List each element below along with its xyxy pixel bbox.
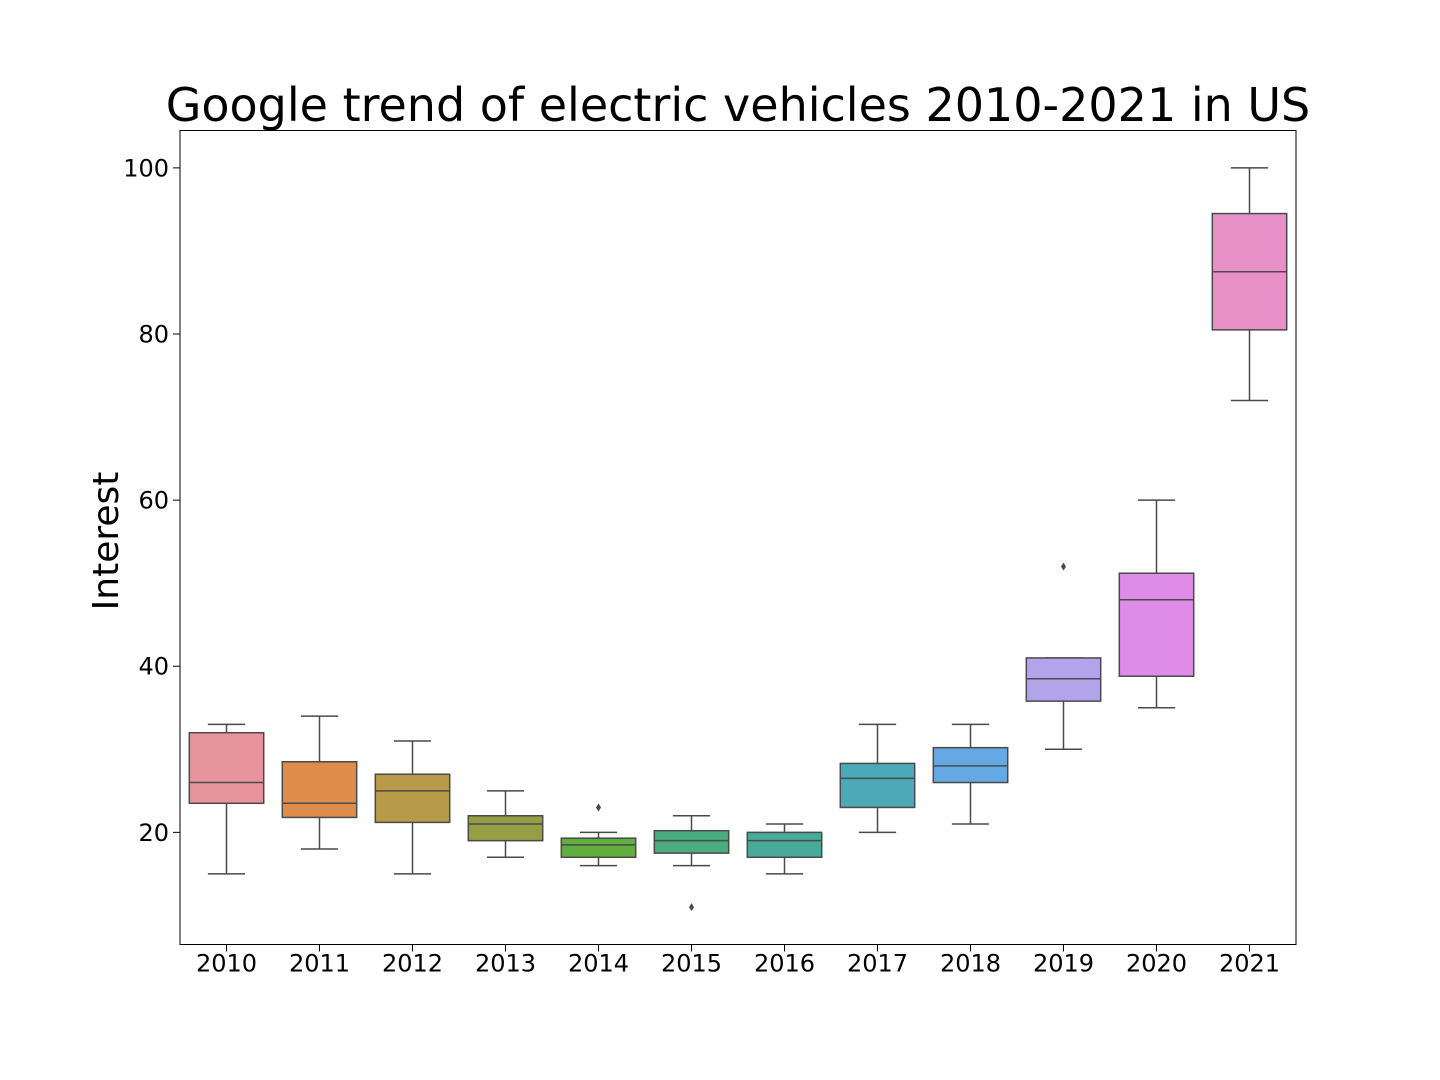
- x-tick-label: 2012: [382, 950, 443, 978]
- x-tick-label: 2018: [940, 950, 1001, 978]
- y-axis-ticks: 20 40 60 80 100: [123, 154, 180, 847]
- box-2018: [932, 723, 1009, 825]
- outlier-point: [1061, 562, 1066, 571]
- iqr-box: [1025, 657, 1102, 702]
- box-2010: [188, 723, 265, 875]
- iqr-box: [839, 762, 916, 809]
- x-tick-label: 2016: [754, 950, 815, 978]
- box-series: [188, 167, 1288, 912]
- x-axis-ticks: 2010 2011 2012 2013 2014 2015 2016 2017 2018 2019…: [196, 944, 1280, 978]
- y-axis-label: Interest: [86, 472, 127, 611]
- y-tick-label: 60: [138, 487, 169, 515]
- box-2019: [1025, 562, 1102, 751]
- x-tick-label: 2013: [475, 950, 536, 978]
- plot-area-frame: [179, 130, 1297, 945]
- box-2017: [839, 723, 916, 834]
- box-2020: [1118, 499, 1195, 709]
- box-2012: [374, 740, 451, 875]
- x-tick-label: 2017: [847, 950, 908, 978]
- outlier-point: [596, 803, 601, 812]
- iqr-box: [281, 761, 358, 819]
- x-tick-label: 2020: [1126, 950, 1187, 978]
- iqr-box: [746, 831, 823, 859]
- iqr-box: [560, 837, 637, 859]
- outlier-point: [689, 903, 694, 912]
- x-tick-label: 2021: [1219, 950, 1280, 978]
- x-tick-label: 2011: [289, 950, 350, 978]
- x-tick-label: 2010: [196, 950, 257, 978]
- iqr-box: [1118, 572, 1195, 677]
- iqr-box: [653, 829, 730, 854]
- iqr-box: [188, 731, 265, 805]
- x-tick-label: 2019: [1033, 950, 1094, 978]
- y-tick-label: 80: [138, 321, 169, 349]
- box-2016: [746, 823, 823, 875]
- y-tick-label: 20: [138, 819, 169, 847]
- box-2013: [467, 790, 544, 859]
- x-tick-label: 2014: [568, 950, 629, 978]
- box-2014: [560, 803, 637, 867]
- iqr-box: [374, 773, 451, 824]
- box-2021: [1211, 167, 1288, 402]
- chart-title: Google trend of electric vehicles 2010-2…: [165, 78, 1311, 132]
- y-tick-label: 40: [138, 653, 169, 681]
- iqr-box: [932, 746, 1009, 784]
- box-2011: [281, 715, 358, 850]
- box-2015: [653, 815, 730, 912]
- x-tick-label: 2015: [661, 950, 722, 978]
- y-tick-label: 100: [123, 154, 169, 182]
- iqr-box: [467, 815, 544, 842]
